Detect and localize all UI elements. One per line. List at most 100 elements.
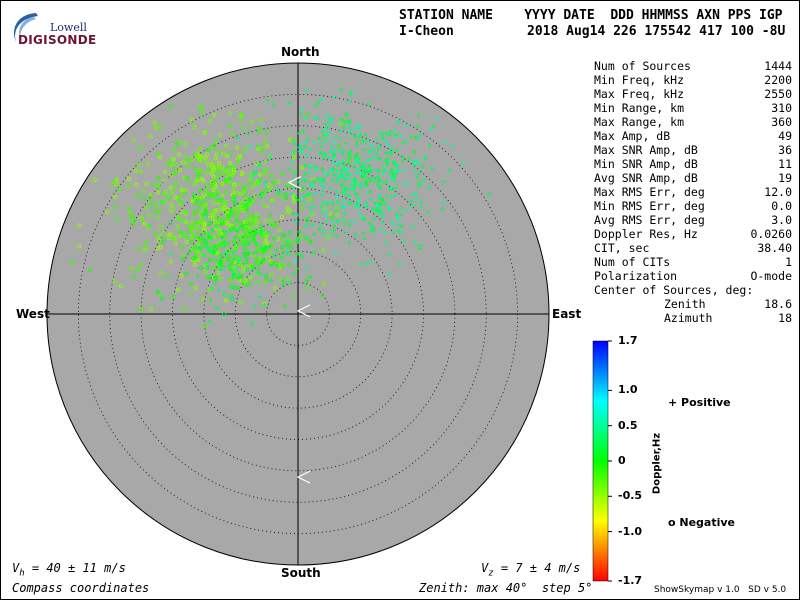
negative-source-point — [204, 152, 210, 157]
negative-source-point — [168, 209, 173, 214]
negative-source-point — [233, 247, 238, 252]
negative-source-point — [221, 151, 226, 156]
negative-source-point — [309, 197, 314, 202]
positive-source-point — [385, 161, 390, 166]
positive-source-point — [371, 176, 376, 181]
positive-source-point — [402, 168, 407, 173]
positive-source-point — [363, 184, 368, 189]
negative-source-point — [211, 235, 216, 240]
negative-source-point — [171, 157, 176, 162]
stat-row: Max Amp, dB 49 — [594, 129, 792, 143]
positive-source-point — [398, 230, 403, 235]
positive-source-point — [253, 304, 258, 309]
positive-source-point — [354, 151, 359, 156]
positive-source-point — [343, 230, 348, 235]
positive-source-point — [213, 274, 218, 279]
positive-source-point — [218, 267, 223, 272]
positive-source-point — [382, 169, 386, 174]
positive-source-point — [414, 158, 419, 163]
negative-source-point — [257, 172, 262, 177]
negative-source-point — [281, 264, 286, 269]
positive-source-point — [342, 221, 347, 226]
vz-symbol: V — [481, 561, 489, 575]
positive-source-point — [378, 185, 382, 190]
positive-source-point — [377, 143, 382, 148]
stat-value: 360 — [771, 115, 792, 129]
compass-west: West — [16, 307, 50, 321]
positive-source-point — [328, 149, 333, 154]
negative-source-point — [235, 285, 240, 290]
positive-source-point — [240, 202, 245, 207]
positive-source-point — [368, 189, 373, 194]
negative-source-point — [187, 158, 192, 163]
negative-source-point — [219, 204, 224, 209]
negative-source-point — [245, 221, 250, 226]
positive-source-point — [324, 113, 329, 118]
stat-value: 38.40 — [757, 241, 792, 255]
positive-source-point — [246, 131, 251, 136]
positive-source-point — [341, 188, 346, 193]
positive-source-point — [401, 238, 406, 243]
positive-source-point — [331, 94, 336, 99]
positive-source-point — [342, 177, 347, 182]
logo-lowell-text: Lowell — [50, 21, 87, 34]
negative-source-point — [300, 187, 305, 192]
positive-source-point — [244, 283, 249, 288]
negative-source-point — [190, 220, 195, 225]
negative-source-point — [194, 250, 199, 255]
negative-source-point — [260, 191, 265, 196]
positive-source-point — [340, 174, 345, 179]
negative-source-point — [223, 252, 228, 257]
vh-symbol: V — [12, 561, 20, 575]
positive-source-point — [297, 145, 302, 150]
negative-source-point — [209, 249, 214, 255]
stat-label: Max RMS Err, deg — [594, 185, 705, 199]
positive-source-point — [352, 134, 357, 139]
positive-source-point — [259, 224, 263, 229]
negative-source-point — [226, 256, 231, 261]
negative-source-point — [265, 204, 270, 209]
positive-source-point — [375, 208, 380, 213]
negative-source-point — [162, 178, 167, 183]
negative-source-point — [204, 243, 209, 248]
positive-source-point — [304, 140, 309, 145]
negative-source-point — [179, 186, 184, 191]
stat-row: Min SNR Amp, dB 11 — [594, 157, 792, 171]
positive-source-point — [378, 227, 383, 232]
negative-source-point — [232, 266, 237, 271]
negative-source-point — [242, 251, 247, 256]
negative-source-point — [70, 260, 75, 265]
negative-source-point — [142, 221, 148, 227]
positive-source-point — [381, 137, 386, 142]
positive-source-point — [234, 229, 239, 234]
negative-source-point — [247, 198, 252, 203]
stat-value: 1 — [785, 255, 792, 269]
negative-source-point — [277, 227, 282, 232]
positive-source-point — [293, 195, 298, 200]
positive-source-point — [205, 213, 210, 218]
negative-source-point — [134, 182, 139, 187]
positive-source-point — [198, 246, 203, 251]
negative-source-point — [264, 130, 269, 135]
negative-source-point — [138, 307, 143, 312]
positive-source-point — [286, 101, 291, 106]
negative-source-point — [173, 241, 178, 246]
positive-source-point — [244, 227, 249, 232]
positive-source-point — [393, 133, 398, 138]
positive-source-point — [320, 129, 325, 134]
positive-source-point — [349, 91, 354, 96]
negative-source-point — [249, 217, 254, 223]
negative-source-point — [244, 207, 249, 212]
positive-source-point — [383, 131, 388, 136]
positive-source-point — [291, 293, 296, 298]
negative-source-point — [244, 234, 249, 239]
negative-source-point — [259, 117, 264, 122]
negative-source-point — [264, 188, 269, 193]
negative-source-point — [256, 125, 261, 130]
positive-source-point — [368, 176, 373, 181]
negative-source-point — [222, 167, 227, 172]
negative-source-point — [112, 194, 117, 199]
negative-source-point — [206, 245, 211, 251]
positive-source-point — [361, 138, 365, 143]
negative-source-point — [175, 215, 180, 220]
